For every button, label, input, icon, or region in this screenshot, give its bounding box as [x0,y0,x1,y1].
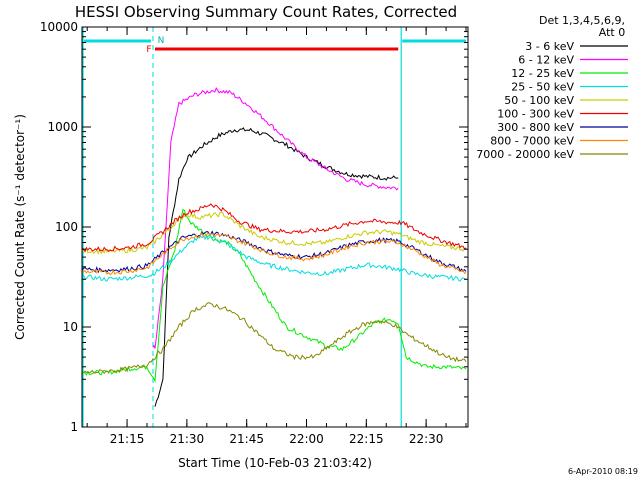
x-tick-label: 21:15 [110,432,145,446]
series-line-7 [81,232,467,276]
series-line-3 [81,235,467,282]
x-tick-label: 22:15 [349,432,384,446]
flare-flag-label: F [146,45,151,55]
generation-timestamp: 6-Apr-2010 08:19 [568,467,638,476]
legend-label: 12 - 25 keV [511,67,574,80]
y-tick-label: 1000 [47,120,78,134]
y-tick-label: 100 [55,220,78,234]
x-tick-label: 22:00 [289,432,324,446]
series-line-4 [81,211,467,255]
legend-label: 50 - 100 keV [504,94,574,107]
night-flag-label: N [158,36,165,46]
legend-label: 100 - 300 keV [497,108,574,121]
legend-header-line-1: Det 1,3,4,5,6,9, [539,14,625,27]
legend-label: 7000 - 20000 keV [476,148,574,161]
legend-label: 3 - 6 keV [525,40,574,53]
series-line-5 [81,203,467,253]
chart-title: HESSI Observing Summary Count Rates, Cor… [75,3,457,21]
plot-area: FN [81,27,469,427]
x-tick-label: 22:30 [409,432,444,446]
y-axis-label: Corrected Count Rate (s⁻¹ detector⁻¹) [13,114,27,340]
legend-label: 800 - 7000 keV [490,135,574,148]
x-axis-label: Start Time (10-Feb-03 21:03:42) [178,456,372,470]
series-line-1 [152,87,399,349]
y-tick-label: 1 [70,420,78,434]
series-line-0 [154,127,399,407]
legend-label: 25 - 50 keV [511,81,574,94]
y-tick-label: 10000 [40,20,78,34]
series-line-2 [81,208,467,383]
y-tick-label: 10 [63,320,78,334]
x-tick-label: 21:45 [229,432,264,446]
series-line-8 [81,302,467,375]
legend-header-line-2: Att 0 [599,26,625,39]
y-axis: 1 10 100 1000 10000 [40,20,468,434]
x-tick-label: 21:30 [170,432,205,446]
legend-label: 6 - 12 keV [518,54,574,67]
series-line-6 [81,230,467,274]
legend-label: 300 - 800 keV [497,121,574,134]
x-axis: 21:15 21:30 21:45 22:00 22:15 22:30 [86,27,467,446]
